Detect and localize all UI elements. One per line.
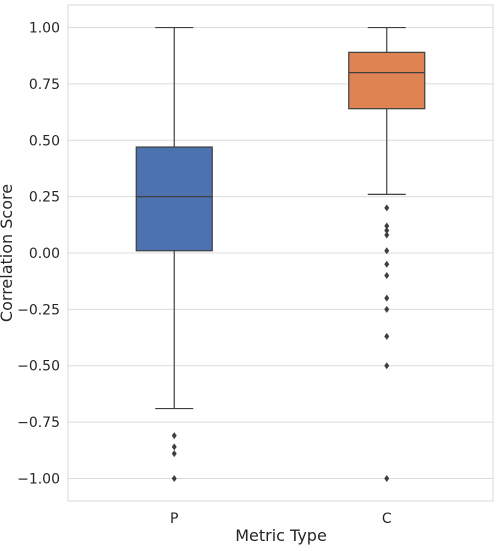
y-tick-label: −1.00 (17, 471, 60, 487)
y-tick-label: 0.00 (29, 246, 60, 262)
y-tick-label: 0.25 (29, 190, 60, 206)
outlier-point (384, 204, 390, 212)
outlier-point (171, 450, 177, 458)
outlier-point (384, 305, 390, 313)
y-tick-label: 0.50 (29, 133, 60, 149)
iqr-box (348, 51, 426, 110)
y-tick-label: −0.50 (17, 359, 60, 375)
x-axis-title: Metric Type (235, 526, 327, 545)
outlier-point (384, 226, 390, 234)
outlier-point (171, 443, 177, 451)
y-tick-label: 1.00 (29, 21, 60, 37)
grid-lines (68, 27, 493, 479)
outlier-point (171, 432, 177, 440)
outlier-point (171, 474, 177, 482)
y-tick-label: −0.25 (17, 302, 60, 318)
outlier-point (384, 231, 390, 239)
x-tick-label: C (382, 511, 392, 527)
outlier-point (384, 222, 390, 230)
y-tick-label: 0.75 (29, 77, 60, 93)
y-axis-title: Correlation Score (0, 184, 16, 322)
iqr-box (135, 146, 213, 252)
outlier-point (384, 474, 390, 482)
boxes (135, 26, 426, 482)
outlier-point (384, 247, 390, 255)
outlier-point (384, 294, 390, 302)
y-tick-label: −0.75 (17, 415, 60, 431)
outlier-point (384, 272, 390, 280)
x-tick-label: P (170, 511, 178, 527)
box-C (348, 26, 426, 482)
y-tick-labels: 1.00 0.75 0.50 0.25 0.00 −0.25 −0.50 −0.75 −1.00 (17, 21, 60, 488)
outlier-point (384, 260, 390, 268)
box-P (135, 26, 213, 482)
outlier-point (384, 332, 390, 340)
outlier-point (384, 362, 390, 370)
